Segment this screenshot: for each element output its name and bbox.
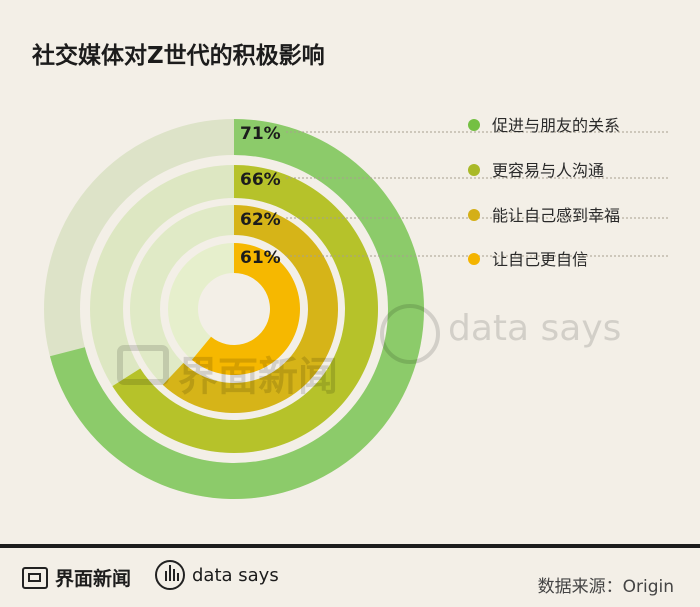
watermark-logo-icon <box>117 345 169 385</box>
footer-data-says: data says <box>155 560 279 590</box>
brand-logo-icon <box>22 566 48 589</box>
legend-label-4: 让自己更自信 <box>492 250 588 269</box>
data-says-logo-icon <box>155 560 185 590</box>
watermark-ds-icon <box>380 304 440 364</box>
legend-dot-3 <box>468 209 480 221</box>
brand-name: 界面新闻 <box>55 568 132 590</box>
watermark-brand: 界面新闻 <box>178 354 338 400</box>
ring-bars <box>49 119 425 500</box>
source-note: 数据来源：Origin <box>537 577 674 597</box>
value-label-2: 66% <box>240 170 281 190</box>
value-labels: 71% 66% 62% 61% <box>240 124 281 268</box>
ring-bar-4 <box>191 243 301 375</box>
watermark: 界面新闻 data says <box>117 304 621 400</box>
legend-label-3: 能让自己感到幸福 <box>492 206 620 225</box>
legend-dot-2 <box>468 164 480 176</box>
legend-dot-1 <box>468 119 480 131</box>
watermark-ds: data says <box>448 308 621 349</box>
footer-brand: 界面新闻 <box>22 564 131 591</box>
data-says-name: data says <box>192 564 279 586</box>
radial-bar-chart: 界面新闻 data says 71% 66% 62% 61% 促进与朋友的关系更容易与… <box>44 116 668 500</box>
chart-title: 社交媒体对Z世代的积极影响 <box>32 43 325 69</box>
footer-rule <box>0 544 700 548</box>
legend-label-2: 更容易与人沟通 <box>492 161 604 180</box>
legend-label-1: 促进与朋友的关系 <box>492 116 620 135</box>
value-label-3: 62% <box>240 210 281 230</box>
ring-bar-3 <box>162 205 338 413</box>
value-label-4: 61% <box>240 248 281 268</box>
legend-dot-4 <box>468 253 480 265</box>
footer: 界面新闻 data says 数据来源：Origin <box>0 548 700 607</box>
value-label-1: 71% <box>240 124 281 144</box>
